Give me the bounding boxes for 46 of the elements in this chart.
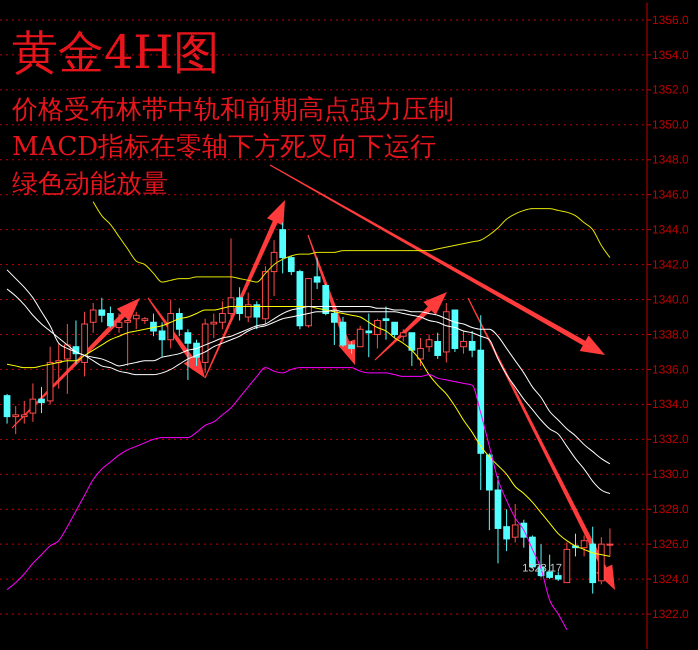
candlestick xyxy=(279,222,286,274)
candlestick xyxy=(12,406,20,435)
y-tick-label: 1352.0 xyxy=(652,82,690,97)
annotation: 价格受布林带中轨和前期高点强力压制 xyxy=(11,95,454,125)
candlestick xyxy=(20,400,28,424)
candlestick xyxy=(90,302,97,334)
y-tick-label: 1336.0 xyxy=(652,362,690,376)
candlestick xyxy=(606,528,614,557)
candlestick xyxy=(468,330,476,358)
y-tick-label: 1340.0 xyxy=(652,292,690,306)
candlestick xyxy=(210,313,218,338)
y-tick-label: 1322.0 xyxy=(652,606,690,621)
y-tick-label: 1326.0 xyxy=(652,537,690,551)
candlestick xyxy=(512,503,519,543)
candlestick xyxy=(236,286,243,322)
candlestick xyxy=(365,313,372,358)
y-tick-label: 1346.0 xyxy=(652,188,690,202)
candlestick xyxy=(81,311,88,377)
y-tick-label: 1356.0 xyxy=(652,12,690,27)
y-tick-label: 1332.0 xyxy=(652,432,690,446)
candlestick xyxy=(30,382,36,422)
candlestick xyxy=(460,330,467,354)
candlestick xyxy=(589,526,596,594)
candlestick xyxy=(38,386,45,414)
candlestick xyxy=(442,302,450,363)
candlestick xyxy=(98,297,106,323)
candlestick xyxy=(477,314,484,490)
y-tick-label: 1328.0 xyxy=(652,502,690,516)
y-tick-label: 1348.0 xyxy=(652,152,690,167)
candlestick xyxy=(228,238,234,322)
candlestick xyxy=(382,306,390,340)
annotation: 绿色动能放量 xyxy=(12,169,168,199)
y-tick-label: 1342.0 xyxy=(652,257,690,272)
candlestick xyxy=(167,299,174,349)
line-series xyxy=(6,367,568,630)
y-tick-label: 1330.0 xyxy=(652,467,690,482)
annotation: MACD指标在零轴下方死叉向下运行 xyxy=(12,132,436,162)
candlestick xyxy=(314,257,320,290)
y-tick-label: 1324.0 xyxy=(652,572,690,586)
y-tick-label: 1344.0 xyxy=(652,222,690,236)
y-tick-label: 1350.0 xyxy=(652,118,690,132)
y-tick-label: 1354.0 xyxy=(652,48,690,62)
text: 黄金4H图 xyxy=(12,25,220,79)
y-tick-label: 1334.0 xyxy=(652,397,690,412)
line-series xyxy=(92,201,610,283)
y-tick-label: 1338.0 xyxy=(652,327,690,342)
